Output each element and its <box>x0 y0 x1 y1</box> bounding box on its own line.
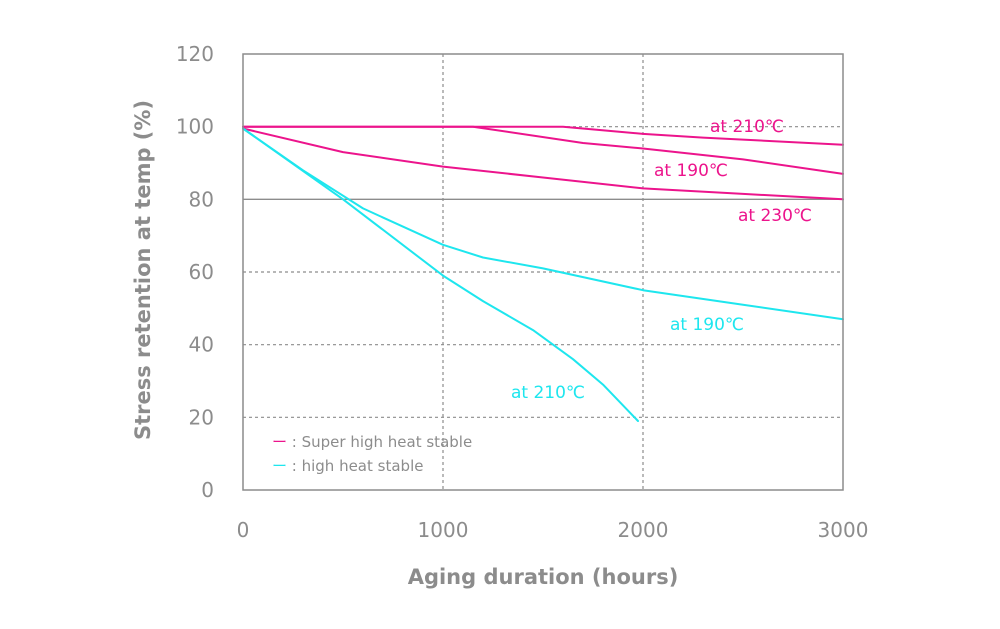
series-label-super-high-heat-stable-2: at 230℃ <box>738 206 812 226</box>
legend-label-0: : Super high heat stable <box>287 433 472 451</box>
series-line-super-high-heat-stable-1 <box>242 125 844 175</box>
series-label-high-heat-stable-3: at 190℃ <box>670 315 744 335</box>
tick-labels-layer: 0 20 40 60 80 100 120 0 1000 2000 3000 <box>176 42 869 542</box>
y-tick-label: 100 <box>176 115 214 139</box>
y-tick-label: 0 <box>201 478 214 502</box>
y-axis-title: Stress retention at temp (%) <box>131 100 155 440</box>
y-tick-label: 120 <box>176 42 214 66</box>
y-tick-label: 80 <box>189 187 214 211</box>
series-layer <box>242 125 844 422</box>
plot-frame-layer <box>242 53 844 491</box>
legend-swatch-0: ー <box>272 433 287 451</box>
series-label-super-high-heat-stable-0: at 210℃ <box>710 117 784 137</box>
series-line-super-high-heat-stable-2 <box>242 127 844 201</box>
series-label-high-heat-stable-4: at 210℃ <box>511 383 585 403</box>
series-label-super-high-heat-stable-1: at 190℃ <box>654 161 728 181</box>
legend-item-1: ー : high heat stable <box>272 457 423 475</box>
x-tick-label: 3000 <box>818 518 869 542</box>
y-tick-label: 60 <box>189 260 214 284</box>
x-axis-title: Aging duration (hours) <box>408 565 679 589</box>
legend-label-1: : high heat stable <box>287 457 423 475</box>
plot-frame <box>242 53 844 491</box>
legend-swatch-1: ー <box>272 457 287 475</box>
y-tick-label: 40 <box>189 333 214 357</box>
x-tick-label: 1000 <box>418 518 469 542</box>
x-tick-label: 0 <box>237 518 250 542</box>
legend-item-0: ー : Super high heat stable <box>272 433 472 451</box>
series-line-high-heat-stable-3 <box>242 127 844 321</box>
x-tick-label: 2000 <box>618 518 669 542</box>
y-tick-label: 20 <box>189 405 214 429</box>
series-line-high-heat-stable-4 <box>242 127 639 422</box>
series-labels-layer: at 210℃ at 190℃ at 230℃ at 190℃ at 210℃ <box>511 117 812 403</box>
